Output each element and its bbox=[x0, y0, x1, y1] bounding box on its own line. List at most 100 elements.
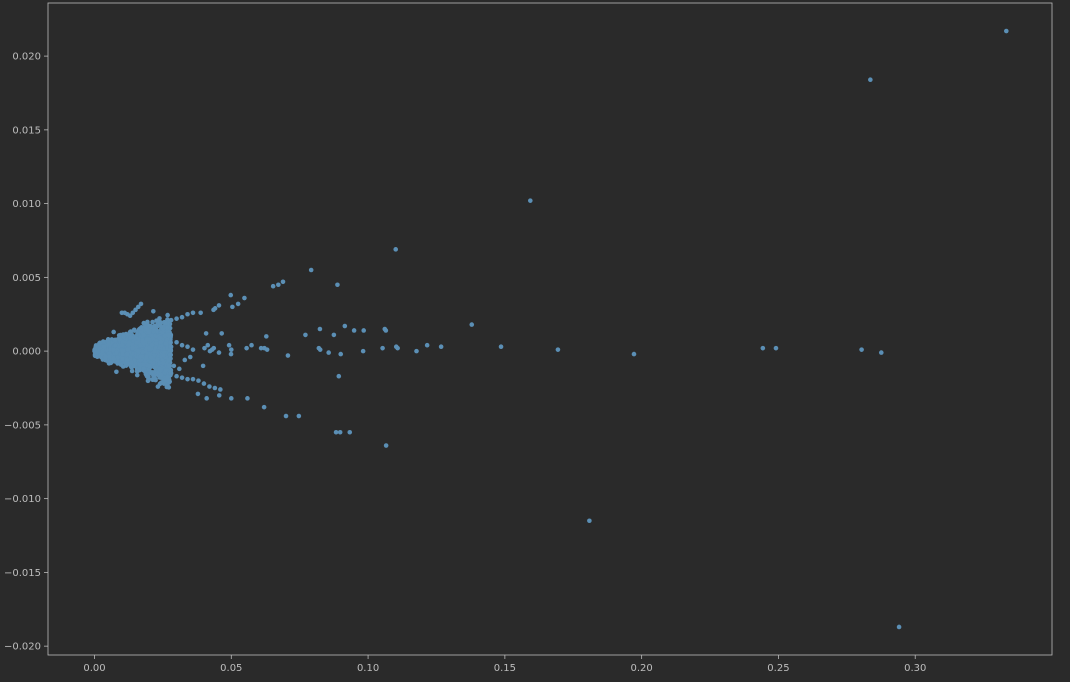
x-tick-label: 0.05 bbox=[220, 663, 242, 674]
data-point bbox=[145, 319, 150, 325]
data-point bbox=[121, 334, 126, 339]
data-point bbox=[335, 282, 340, 288]
data-point bbox=[207, 384, 212, 389]
y-tick-label: −0.020 bbox=[4, 642, 41, 653]
data-point bbox=[138, 354, 144, 359]
data-point bbox=[187, 354, 193, 360]
data-point bbox=[166, 332, 171, 338]
x-tick-label: 0.10 bbox=[357, 663, 379, 674]
data-point bbox=[137, 367, 142, 373]
data-point bbox=[126, 340, 132, 346]
data-point bbox=[134, 372, 140, 378]
plot-area bbox=[47, 2, 1053, 656]
y-axis-ticks: −0.020 −0.015 −0.010 −0.005 0.000 0.005 0.010 0… bbox=[4, 52, 48, 653]
data-point bbox=[128, 329, 134, 334]
data-point bbox=[161, 353, 166, 358]
data-point bbox=[152, 348, 157, 354]
data-point bbox=[141, 332, 146, 338]
data-point bbox=[244, 345, 249, 351]
data-point bbox=[249, 342, 254, 348]
data-point bbox=[135, 304, 141, 310]
data-point bbox=[166, 363, 172, 369]
data-point bbox=[216, 393, 222, 398]
data-point bbox=[587, 518, 592, 524]
data-point bbox=[130, 310, 136, 316]
data-point bbox=[125, 347, 131, 352]
data-point bbox=[174, 373, 179, 379]
data-point bbox=[157, 366, 163, 372]
data-point bbox=[105, 337, 111, 342]
data-point bbox=[146, 345, 152, 351]
data-point bbox=[228, 396, 234, 401]
data-point bbox=[196, 378, 201, 383]
x-tick-label: 0.15 bbox=[494, 663, 516, 674]
data-point bbox=[152, 365, 157, 370]
data-point bbox=[216, 303, 222, 308]
data-point bbox=[262, 345, 267, 351]
data-point bbox=[114, 350, 119, 355]
data-point bbox=[182, 357, 188, 363]
data-point bbox=[160, 330, 165, 335]
data-point bbox=[132, 328, 137, 333]
data-point bbox=[146, 376, 151, 381]
y-tick-label: 0.015 bbox=[12, 125, 41, 136]
data-point bbox=[146, 367, 152, 373]
data-point bbox=[331, 332, 337, 338]
data-point bbox=[326, 350, 331, 355]
data-point bbox=[168, 370, 174, 376]
data-point bbox=[414, 348, 419, 354]
data-points bbox=[92, 28, 1009, 630]
data-point bbox=[555, 347, 561, 352]
data-point bbox=[212, 385, 218, 391]
data-point bbox=[202, 345, 207, 351]
data-point bbox=[351, 328, 357, 333]
data-point bbox=[317, 326, 323, 332]
data-point bbox=[138, 325, 144, 331]
data-point bbox=[219, 331, 225, 336]
data-point bbox=[120, 351, 125, 357]
data-point bbox=[119, 310, 125, 316]
data-point bbox=[380, 345, 385, 351]
data-point bbox=[280, 279, 286, 285]
data-point bbox=[103, 354, 108, 360]
data-point bbox=[168, 344, 174, 350]
data-point bbox=[158, 372, 164, 378]
data-point bbox=[163, 341, 168, 347]
data-point bbox=[190, 347, 196, 352]
data-point bbox=[498, 344, 504, 350]
y-tick-label: −0.010 bbox=[4, 494, 41, 505]
data-point bbox=[179, 314, 185, 320]
data-point bbox=[157, 335, 163, 341]
data-point bbox=[342, 323, 348, 329]
data-point bbox=[190, 376, 196, 382]
data-point bbox=[115, 355, 120, 360]
data-point bbox=[114, 369, 119, 375]
data-point bbox=[270, 283, 276, 289]
data-point bbox=[190, 310, 196, 316]
data-point bbox=[165, 312, 170, 318]
data-point bbox=[138, 329, 144, 334]
data-point bbox=[129, 360, 134, 366]
data-point bbox=[155, 357, 160, 363]
data-point bbox=[150, 336, 156, 342]
data-point bbox=[218, 387, 223, 392]
data-point bbox=[163, 320, 168, 326]
data-point bbox=[100, 348, 106, 354]
data-point bbox=[168, 317, 174, 323]
data-point bbox=[185, 344, 190, 350]
data-point bbox=[113, 343, 118, 349]
data-point bbox=[151, 309, 156, 314]
data-point bbox=[347, 429, 353, 435]
data-point bbox=[383, 328, 389, 333]
data-point bbox=[235, 301, 241, 307]
data-point bbox=[165, 374, 170, 380]
data-point bbox=[106, 354, 112, 359]
y-tick-label: −0.015 bbox=[4, 568, 41, 579]
data-point bbox=[112, 337, 118, 343]
data-point bbox=[174, 339, 179, 345]
data-point bbox=[1004, 28, 1009, 34]
data-point bbox=[94, 350, 99, 355]
data-point bbox=[149, 342, 155, 348]
